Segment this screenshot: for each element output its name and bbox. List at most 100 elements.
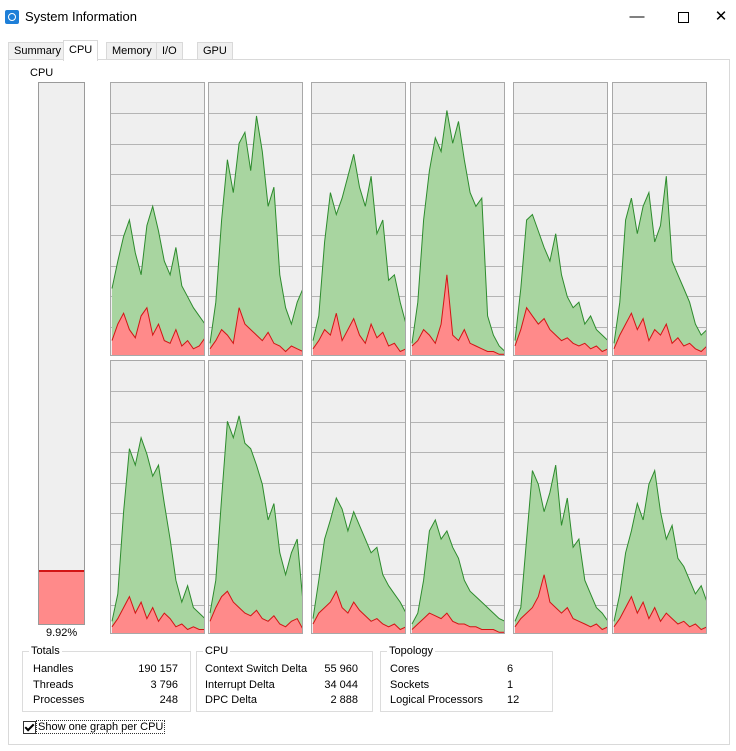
- dpc-delta-value: 2 888: [330, 694, 358, 706]
- cpu-core-graph-svg: [111, 391, 204, 633]
- processes-value: 248: [159, 694, 178, 706]
- maximize-button[interactable]: [660, 0, 706, 34]
- total-usage-line: [111, 204, 204, 324]
- total-usage-line: [613, 176, 706, 344]
- context-switch-value: 55 960: [324, 663, 358, 675]
- kernel-usage-area: [515, 307, 607, 355]
- cpu-core-graph-4: [410, 82, 505, 356]
- kernel-usage-line: [209, 307, 302, 353]
- totals-group: Totals Handles 190 157 Threads 3 796 Pro…: [22, 645, 191, 712]
- cpu-core-graph-svg: [209, 113, 302, 355]
- threads-value: 3 796: [150, 679, 178, 691]
- total-usage-area: [614, 176, 706, 355]
- interrupt-delta-value: 34 044: [324, 679, 358, 691]
- logical-processors-label: Logical Processors: [390, 694, 483, 706]
- cpu-core-graph-svg: [514, 391, 607, 633]
- cpu-core-graph-svg: [411, 110, 504, 355]
- total-usage-area: [112, 437, 204, 633]
- cpu-usage-percent: 9.92%: [46, 627, 78, 639]
- topology-title: Topology: [387, 645, 436, 657]
- kernel-usage-area: [515, 574, 607, 633]
- kernel-usage-line: [411, 612, 504, 633]
- total-usage-area: [210, 415, 302, 633]
- kernel-usage-line: [411, 274, 504, 355]
- kernel-usage-area: [614, 313, 706, 355]
- total-usage-line: [209, 115, 302, 344]
- context-switch-label: Context Switch Delta: [205, 663, 308, 675]
- total-usage-line: [312, 496, 405, 619]
- cpu-core-graph-11: [513, 360, 608, 634]
- close-button[interactable]: ✕: [714, 8, 728, 25]
- cpu-stats-group: CPU Context Switch Delta 55 960 Interrup…: [196, 645, 373, 712]
- cpu-core-graph-svg: [613, 113, 706, 355]
- cpu-core-graph-2: [208, 82, 303, 356]
- cpu-core-graph-svg: [111, 113, 204, 355]
- total-usage-area: [515, 214, 607, 355]
- show-per-cpu-label[interactable]: Show one graph per CPU: [35, 720, 166, 734]
- kernel-usage-line: [209, 590, 302, 629]
- cpu-core-graph-svg: [411, 391, 504, 633]
- tab-memory[interactable]: Memory: [106, 42, 158, 60]
- cpu-stats-title: CPU: [203, 645, 231, 657]
- tab-summary[interactable]: Summary: [8, 42, 68, 60]
- threads-label: Threads: [33, 679, 74, 691]
- topology-group: Topology Cores 6 Sockets 1 Logical Proce…: [380, 645, 553, 712]
- cpu-core-graph-svg: [613, 391, 706, 633]
- tab-cpu[interactable]: CPU: [63, 40, 99, 61]
- show-per-cpu-checkbox[interactable]: [23, 721, 36, 734]
- cpu-core-graph-7: [110, 360, 205, 634]
- cpu-core-graph-svg: [312, 391, 405, 633]
- total-usage-line: [411, 110, 504, 352]
- kernel-usage-area: [112, 307, 204, 355]
- cpu-usage-meter: [38, 82, 85, 625]
- total-usage-area: [313, 154, 405, 355]
- handles-label: Handles: [33, 663, 74, 675]
- logical-processors-value: 12: [507, 694, 520, 706]
- kernel-usage-line: [111, 306, 204, 350]
- total-usage-area: [112, 206, 204, 355]
- sockets-value: 1: [507, 679, 514, 691]
- kernel-usage-area: [313, 591, 405, 633]
- dpc-delta-label: DPC Delta: [205, 694, 257, 706]
- processes-label: Processes: [33, 694, 85, 706]
- handles-value: 190 157: [138, 663, 178, 675]
- kernel-usage-area: [614, 596, 706, 633]
- interrupt-delta-label: Interrupt Delta: [205, 679, 275, 691]
- kernel-usage-line: [312, 589, 405, 631]
- kernel-usage-line: [613, 595, 706, 631]
- cpu-core-graph-12: [612, 360, 707, 634]
- total-usage-area: [515, 465, 607, 633]
- kernel-usage-line: [111, 595, 204, 631]
- total-usage-line: [514, 464, 607, 622]
- cpu-core-graph-10: [410, 360, 505, 634]
- totals-title: Totals: [29, 645, 62, 657]
- kernel-usage-area: [112, 596, 204, 633]
- cores-label: Cores: [390, 663, 420, 675]
- total-usage-line: [209, 415, 302, 614]
- total-usage-area: [614, 470, 706, 633]
- kernel-usage-line: [613, 311, 706, 353]
- sockets-label: Sockets: [390, 679, 430, 691]
- total-usage-line: [312, 154, 405, 341]
- kernel-usage-area: [412, 274, 504, 355]
- cpu-core-graph-8: [208, 360, 303, 634]
- cpu-core-graph-9: [311, 360, 406, 634]
- kernel-usage-line: [514, 574, 607, 631]
- total-usage-line: [613, 468, 706, 622]
- cpu-core-graph-3: [311, 82, 406, 356]
- cpu-core-graph-5: [513, 82, 608, 356]
- title-bar: System Information — ✕: [0, 0, 736, 34]
- tab-io[interactable]: I/O: [156, 42, 183, 60]
- total-usage-line: [411, 518, 504, 625]
- kernel-usage-line: [312, 313, 405, 353]
- total-usage-area: [210, 115, 302, 355]
- total-usage-line: [111, 435, 204, 622]
- kernel-usage-line: [514, 306, 607, 353]
- cpu-core-graph-6: [612, 82, 707, 356]
- window-title: System Information: [25, 9, 137, 24]
- minimize-button[interactable]: —: [629, 8, 645, 25]
- cpu-usage-fill: [39, 570, 84, 624]
- tab-gpu[interactable]: GPU: [197, 42, 233, 60]
- total-usage-line: [514, 213, 607, 341]
- total-usage-area: [412, 110, 504, 355]
